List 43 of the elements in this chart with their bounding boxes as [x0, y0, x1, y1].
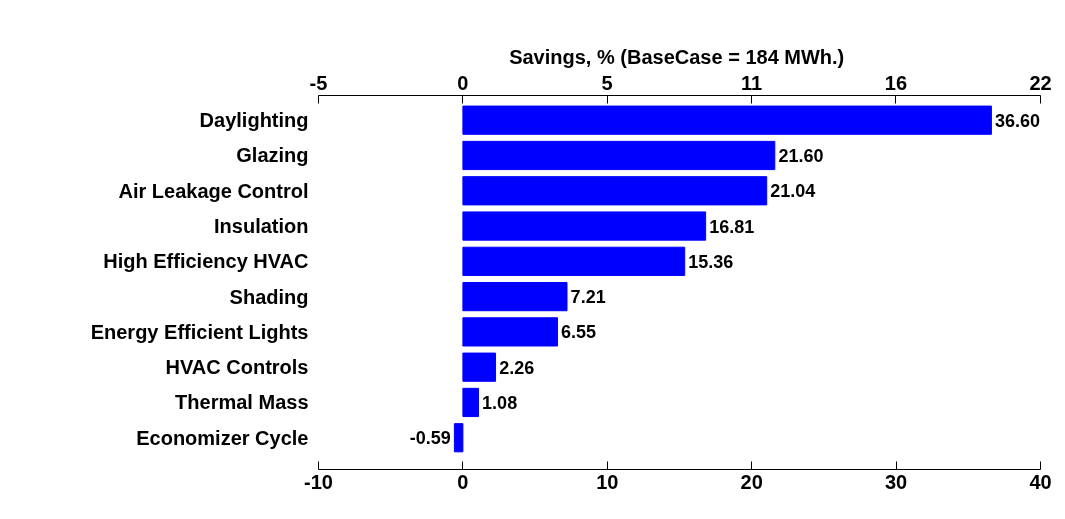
data-label: -0.59 — [409, 428, 451, 449]
bar — [462, 352, 497, 382]
y-tick-label: Daylighting — [199, 109, 309, 132]
bar — [453, 423, 464, 453]
y-tick-label: Economizer Cycle — [136, 426, 309, 449]
bar — [462, 211, 707, 241]
data-label: 21.04 — [770, 181, 816, 202]
x2-tick-label: 5 — [601, 71, 613, 94]
bar — [462, 246, 686, 276]
bar — [462, 176, 768, 206]
y-tick-label: HVAC Controls — [165, 356, 309, 379]
x2-tick-label: 22 — [1029, 71, 1052, 94]
y-tick-label: Insulation — [214, 215, 309, 238]
x-tick-label: 40 — [1029, 470, 1052, 493]
y-tick-label: Energy Efficient Lights — [90, 320, 309, 343]
data-label: 6.55 — [561, 322, 597, 343]
data-label: 16.81 — [709, 216, 755, 237]
y-tick-label: High Efficiency HVAC — [103, 250, 309, 273]
data-label: 7.21 — [570, 287, 606, 308]
x-tick-label: 10 — [596, 470, 619, 493]
bar — [462, 140, 776, 171]
bar — [462, 282, 568, 312]
x-tick-label: 0 — [457, 470, 469, 493]
x2-tick-label: 16 — [884, 71, 908, 94]
data-label: 36.60 — [995, 110, 1041, 131]
x-tick-label: -10 — [304, 470, 333, 493]
y-tick-label: Thermal Mass — [175, 391, 309, 414]
x2-tick-label: 11 — [741, 71, 763, 94]
x-tick-label: 20 — [740, 470, 763, 493]
y-tick-label: Glazing — [236, 144, 309, 167]
x2-axis-title: Savings, % (BaseCase = 184 MWh.) — [509, 45, 845, 68]
bar — [462, 387, 479, 418]
bar — [462, 317, 558, 347]
data-label: 1.08 — [482, 392, 518, 413]
data-label: 2.26 — [499, 357, 535, 378]
data-label: 15.36 — [688, 251, 734, 272]
bar — [462, 105, 992, 135]
y-tick-label: Air Leakage Control — [118, 179, 309, 202]
y-tick-label: Shading — [229, 285, 309, 308]
x2-tick-label: -5 — [309, 71, 328, 94]
x-tick-label: 30 — [884, 470, 908, 493]
x2-tick-label: 0 — [457, 71, 469, 94]
data-label: 21.60 — [778, 145, 824, 166]
